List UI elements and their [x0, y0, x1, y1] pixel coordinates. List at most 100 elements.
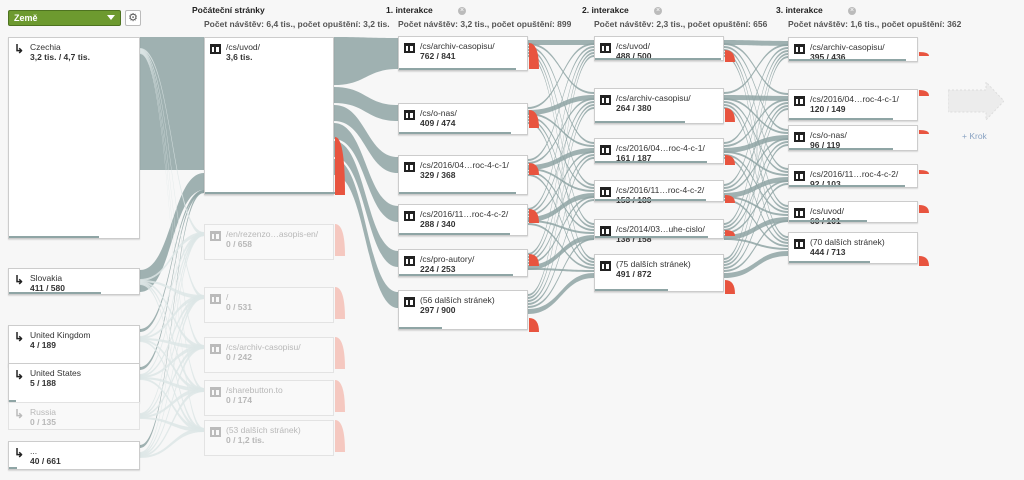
flow-interaction_2-to-interaction_3[interactable] — [724, 46, 788, 131]
dropoff-interaction-3[interactable] — [919, 170, 929, 174]
flow-start-to-i1[interactable] — [334, 123, 398, 222]
page-node[interactable]: /0 / 531 — [204, 287, 334, 323]
flow-interaction_1-to-interaction_2[interactable] — [528, 95, 594, 115]
flow-interaction_1-to-interaction_2[interactable] — [528, 104, 594, 258]
flow-interaction_2-to-interaction_3[interactable] — [724, 98, 788, 134]
dropoff-start-faded[interactable] — [335, 224, 345, 256]
flow-interaction_2-to-interaction_3[interactable] — [724, 99, 788, 147]
settings-button[interactable]: ⚙ — [125, 10, 141, 26]
dropoff-interaction-3[interactable] — [919, 130, 929, 134]
flow-interaction_1-to-interaction_2[interactable] — [528, 273, 594, 314]
flow-interaction_1-to-interaction_2[interactable] — [528, 157, 594, 302]
flow-interaction_1-to-interaction_2[interactable] — [528, 98, 594, 164]
flow-interaction_1-to-interaction_2[interactable] — [528, 43, 594, 94]
add-step-button[interactable]: + Krok — [948, 82, 1004, 141]
country-node[interactable]: ↳ United States 5 / 188 — [8, 363, 140, 403]
flow-interaction_1-to-interaction_2[interactable] — [528, 122, 594, 263]
flow-country-exit[interactable] — [140, 232, 204, 376]
dropoff-interaction-1[interactable] — [529, 209, 539, 223]
flow-interaction_2-to-interaction_3[interactable] — [724, 135, 788, 153]
flow-country-exit[interactable] — [140, 232, 204, 415]
dropoff-start-faded[interactable] — [335, 420, 345, 452]
country-node[interactable]: ↳ Czechia 3,2 tis. / 4,7 tis. — [8, 37, 140, 239]
flow-interaction_1-to-interaction_2[interactable] — [528, 107, 594, 299]
flow-country-exit[interactable] — [140, 295, 204, 416]
flow-interaction_2-to-interaction_3[interactable] — [724, 56, 788, 260]
page-node[interactable]: /cs/archiv-casopisu/264 / 380 — [594, 88, 724, 124]
page-node[interactable]: /cs/2016/11…roc-4-c-2/92 / 103 — [788, 164, 918, 189]
flow-country-exit[interactable] — [140, 49, 204, 299]
page-node[interactable]: /cs/archiv-casopisu/0 / 242 — [204, 337, 334, 373]
dropoff-start-faded[interactable] — [335, 380, 345, 412]
flow-interaction_2-to-interaction_3[interactable] — [724, 220, 788, 272]
flow-country-exit[interactable] — [140, 295, 204, 377]
flow-interaction_1-to-interaction_2[interactable] — [528, 148, 594, 170]
flow-interaction_2-to-interaction_3[interactable] — [724, 217, 788, 240]
page-node[interactable]: /cs/uvod/60 / 101 — [788, 201, 918, 226]
flow-interaction_1-to-interaction_2[interactable] — [528, 49, 594, 186]
flow-slovakia[interactable] — [140, 173, 204, 292]
dropoff-interaction-3[interactable] — [919, 205, 929, 213]
flow-interaction_2-to-interaction_3[interactable] — [724, 44, 788, 94]
page-node[interactable]: /cs/uvod/488 / 500 — [594, 36, 724, 61]
dropoff-interaction-3[interactable] — [919, 52, 929, 56]
dropoff-interaction-3[interactable] — [919, 90, 929, 96]
flow-start-to-i1[interactable] — [334, 141, 398, 267]
dropoff-interaction-1[interactable] — [529, 43, 539, 69]
flow-interaction_2-to-interaction_3[interactable] — [724, 107, 788, 241]
flow-interaction_2-to-interaction_3[interactable] — [724, 40, 788, 46]
remove-step-button[interactable]: × — [458, 7, 466, 15]
country-node[interactable]: ↳... 40 / 661 — [8, 441, 140, 470]
flow-country-exit[interactable] — [140, 232, 204, 338]
dropoff-interaction-1[interactable] — [529, 163, 539, 175]
page-node[interactable]: /cs/2016/04…roc-4-c-1/120 / 149 — [788, 89, 918, 121]
flow-country-exit[interactable] — [140, 232, 204, 281]
flow-interaction_2-to-interaction_3[interactable] — [724, 105, 788, 228]
flow-interaction_2-to-interaction_3[interactable] — [724, 144, 788, 266]
flow-interaction_1-to-interaction_2[interactable] — [528, 151, 594, 216]
dropoff-interaction-1[interactable] — [529, 318, 539, 332]
page-node[interactable]: /cs/archiv-casopisu/762 / 841 — [398, 36, 528, 71]
flow-country-exit[interactable] — [140, 295, 204, 455]
flow-interaction_2-to-interaction_3[interactable] — [724, 183, 788, 269]
dimension-select[interactable]: Země — [8, 10, 121, 26]
flow-country-exit[interactable] — [140, 280, 204, 299]
flow-interaction_1-to-interaction_2[interactable] — [528, 46, 594, 161]
flow-interaction_2-to-interaction_3[interactable] — [724, 238, 788, 250]
flow-start-to-i1[interactable] — [334, 105, 398, 173]
page-node[interactable]: /sharebutton.to 0 / 174 — [204, 380, 334, 416]
flow-country-exit[interactable] — [140, 345, 204, 378]
flow-interaction_1-to-interaction_2[interactable] — [528, 171, 594, 231]
dropoff-start-faded[interactable] — [335, 337, 345, 369]
flow-country-exit[interactable] — [140, 339, 204, 392]
flow-country-exit[interactable] — [140, 281, 204, 349]
flow-interaction_1-to-interaction_2[interactable] — [528, 101, 594, 213]
flow-interaction_2-to-interaction_3[interactable] — [724, 151, 788, 176]
flow-interaction_2-to-interaction_3[interactable] — [724, 47, 788, 144]
flow-interaction_2-to-interaction_3[interactable] — [724, 154, 788, 213]
flow-interaction_2-to-interaction_3[interactable] — [724, 52, 788, 207]
flow-interaction_1-to-interaction_2[interactable] — [528, 55, 594, 296]
flow-interaction_2-to-interaction_3[interactable] — [724, 251, 788, 278]
dropoff-interaction-2[interactable] — [725, 230, 735, 236]
flow-interaction_1-to-interaction_2[interactable] — [528, 220, 594, 234]
page-node[interactable]: /cs/2016/04…roc-4-c-1/161 / 187 — [594, 138, 724, 164]
dropoff-interaction-1[interactable] — [529, 254, 539, 266]
dropoff-interaction-1[interactable] — [529, 110, 539, 128]
page-node[interactable]: (53 dalších stránek) 0 / 1,2 tis. — [204, 420, 334, 456]
flow-interaction_2-to-interaction_3[interactable] — [724, 49, 788, 170]
country-node[interactable]: ↳ Slovakia 411 / 580 — [8, 268, 140, 295]
flow-country-exit[interactable] — [140, 295, 204, 339]
flow-interaction_1-to-interaction_2[interactable] — [528, 268, 594, 272]
remove-step-button[interactable]: × — [654, 7, 662, 15]
flow-interaction_1-to-interaction_2[interactable] — [528, 119, 594, 228]
flow-interaction_2-to-interaction_3[interactable] — [724, 108, 788, 263]
country-node[interactable]: ↳ Russia 0 / 135 — [8, 402, 140, 430]
flow-interaction_1-to-interaction_2[interactable] — [528, 43, 594, 109]
page-node[interactable]: /cs/2016/11…roc-4-c-2/288 / 340 — [398, 204, 528, 236]
flow-interaction_2-to-interaction_3[interactable] — [724, 138, 788, 192]
dropoff-interaction-3[interactable] — [919, 256, 929, 266]
page-node[interactable]: /cs/o-nas/96 / 119 — [788, 125, 918, 151]
flow-country-exit[interactable] — [140, 345, 204, 456]
dropoff-interaction-2[interactable] — [725, 108, 735, 122]
